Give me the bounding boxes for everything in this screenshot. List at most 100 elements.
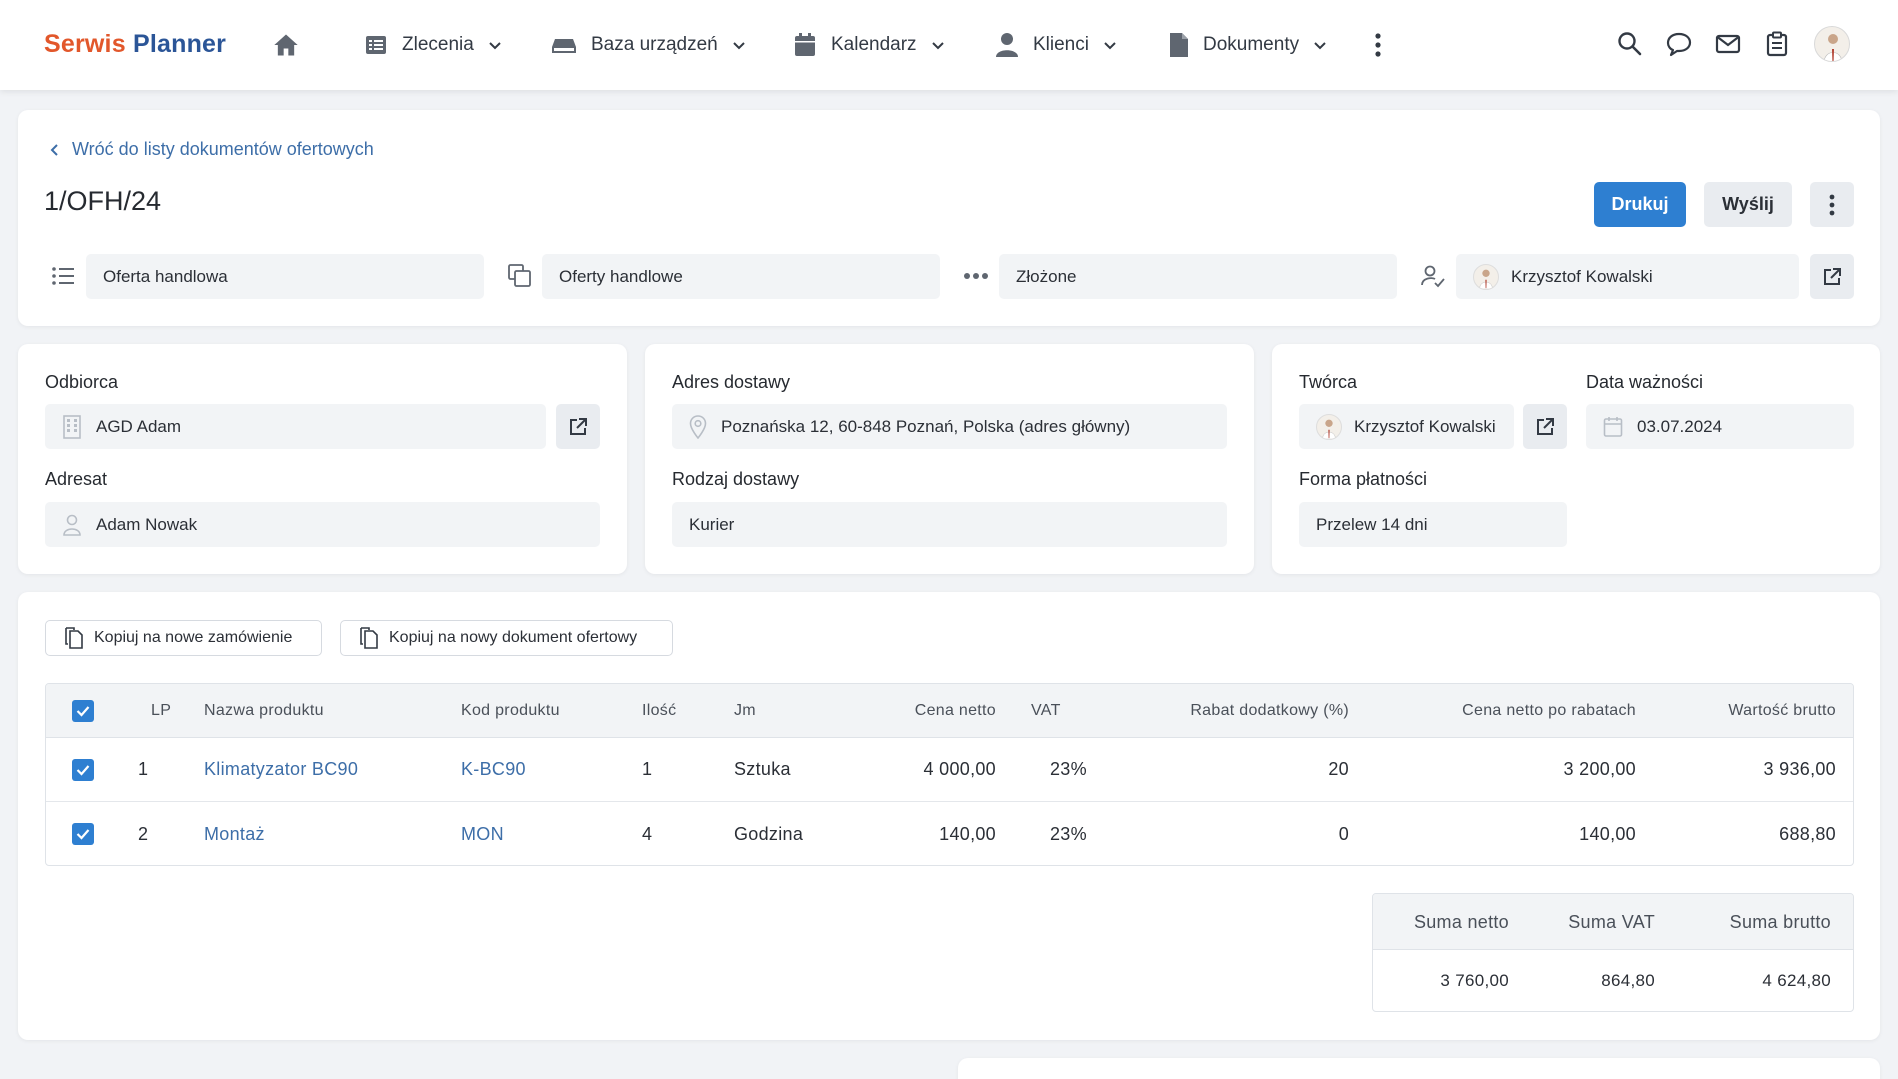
- header-qty: Ilość: [642, 701, 677, 719]
- total-gross-value: 4 624,80: [1762, 971, 1831, 990]
- totals-header: [1373, 894, 1853, 950]
- header-name: Nazwa produktu: [204, 701, 324, 719]
- nav-zlecenia[interactable]: Zlecenia: [364, 26, 502, 64]
- check-icon: [76, 705, 90, 717]
- row-net-price: 4 000,00: [923, 759, 996, 779]
- logo-part-serwis: Serwis: [44, 30, 126, 58]
- list-icon: [366, 36, 386, 54]
- row-gross-value: 688,80: [1779, 823, 1836, 844]
- header-vat: VAT: [1031, 701, 1061, 719]
- user-photo-icon: [1479, 269, 1493, 289]
- odbiorca-label: Odbiorca: [45, 372, 119, 392]
- document-type-value: Oferta handlowa: [103, 266, 228, 286]
- logo-part-planner: Planner: [132, 30, 227, 58]
- delivery-type-value: Kurier: [689, 514, 735, 534]
- header-lp: LP: [151, 701, 172, 719]
- creator-field[interactable]: Krzysztof Kowalski: [1299, 404, 1514, 449]
- row-vat: 23%: [1050, 759, 1087, 779]
- check-icon: [76, 764, 90, 776]
- back-link-label: Wróć do listy dokumentów ofertowych: [72, 139, 374, 159]
- location-pin-icon: [689, 414, 707, 439]
- send-button[interactable]: Wyślij: [1704, 182, 1792, 227]
- user-avatar[interactable]: [1814, 26, 1850, 62]
- clipboard-icon[interactable]: [1763, 30, 1791, 58]
- document-status-field[interactable]: Złożone: [999, 254, 1397, 299]
- nav-kalendarz[interactable]: Kalendarz: [793, 26, 945, 64]
- user-check-icon: [1421, 265, 1445, 288]
- nav-klienci[interactable]: Klienci: [995, 26, 1117, 64]
- payment-label: Forma płatności: [1299, 469, 1428, 489]
- nav-baza-urzadzen[interactable]: Baza urządzeń: [551, 26, 746, 64]
- bullet-list-icon: [52, 267, 74, 285]
- select-all-checkbox[interactable]: [72, 699, 94, 722]
- copy-to-offer-button[interactable]: Kopiuj na nowy dokument ofertowy: [340, 620, 673, 656]
- row-unit: Sztuka: [734, 759, 791, 779]
- delivery-type-field[interactable]: Kurier: [672, 502, 1227, 547]
- print-button[interactable]: Drukuj: [1594, 182, 1686, 227]
- chevron-down-icon: [1314, 42, 1326, 50]
- row-checkbox[interactable]: [72, 758, 94, 781]
- copy-icon: [360, 627, 378, 649]
- copy-to-offer-label: Kopiuj na nowy dokument ofertowy: [389, 629, 638, 646]
- row-checkbox[interactable]: [72, 823, 94, 845]
- odbiorca-field[interactable]: AGD Adam: [45, 404, 546, 449]
- total-vat-label: Suma VAT: [1568, 911, 1655, 932]
- row-net-after-discount: 3 200,00: [1563, 759, 1636, 779]
- search-icon[interactable]: [1616, 30, 1644, 58]
- total-net-value: 3 760,00: [1440, 971, 1509, 990]
- delivery-address-field[interactable]: Poznańska 12, 60-848 Poznań, Polska (adr…: [672, 404, 1227, 449]
- header-unit: Jm: [734, 701, 756, 719]
- more-vertical-icon[interactable]: [1366, 30, 1390, 60]
- chevron-left-icon: [50, 143, 58, 156]
- header-gross: Wartość brutto: [1728, 701, 1836, 719]
- delivery-type-label: Rodzaj dostawy: [672, 469, 800, 489]
- more-actions-button[interactable]: [1810, 182, 1854, 227]
- copy-to-order-label: Kopiuj na nowe zamówienie: [94, 629, 293, 646]
- expiry-date-field[interactable]: 03.07.2024: [1586, 404, 1854, 449]
- row-checkbox-cell: [72, 802, 94, 865]
- nav-dokumenty[interactable]: Dokumenty: [1169, 26, 1327, 64]
- document-type-field[interactable]: Oferta handlowa: [86, 254, 484, 299]
- row-product-name-link[interactable]: Montaż: [204, 823, 265, 844]
- totals-table: Suma netto Suma VAT Suma brutto 3 760,00…: [1372, 893, 1854, 1012]
- items-table: LP Nazwa produktu Kod produktu Ilość Jm …: [45, 683, 1854, 866]
- home-icon[interactable]: [272, 31, 300, 59]
- payment-field[interactable]: Przelew 14 dni: [1299, 502, 1567, 547]
- copy-to-order-button[interactable]: Kopiuj na nowe zamówienie: [45, 620, 322, 656]
- user-photo-icon: [1824, 34, 1842, 61]
- chevron-down-icon: [931, 42, 944, 50]
- copy-icon: [65, 627, 83, 649]
- table-row[interactable]: 1 Klimatyzator BC90 K-BC90 1 Sztuka 4 00…: [46, 738, 1853, 802]
- back-to-list-link[interactable]: Wróć do listy dokumentów ofertowych: [48, 139, 374, 160]
- calendar-outline-icon: [1603, 416, 1623, 437]
- open-odbiorca-button[interactable]: [556, 404, 600, 449]
- select-all-cell: [72, 684, 94, 737]
- top-navigation-bar: Serwis Planner Zlecenia Baza urządzeń Ka…: [0, 0, 1898, 90]
- odbiorca-value: AGD Adam: [96, 416, 182, 436]
- row-product-name-link[interactable]: Klimatyzator BC90: [204, 759, 359, 779]
- row-product-code-link[interactable]: MON: [461, 823, 504, 844]
- document-category-field[interactable]: Oferty handlowe: [542, 254, 940, 299]
- open-assignee-button[interactable]: [1810, 254, 1854, 299]
- row-product-code-link[interactable]: K-BC90: [461, 759, 526, 779]
- chevron-down-icon: [1104, 42, 1116, 50]
- table-row[interactable]: 2 Montaż MON 4 Godzina 140,00 23% 0 140,…: [46, 802, 1853, 865]
- nav-baza-label: Baza urządzeń: [591, 34, 718, 55]
- device-icon: [552, 39, 576, 53]
- nav-dokumenty-label: Dokumenty: [1203, 34, 1300, 55]
- nav-klienci-label: Klienci: [1033, 34, 1089, 55]
- header-net-after: Cena netto po rabatach: [1462, 701, 1636, 719]
- nav-kalendarz-label: Kalendarz: [831, 34, 917, 55]
- payment-value: Przelew 14 dni: [1316, 514, 1428, 534]
- person-icon: [996, 33, 1018, 57]
- assignee-field[interactable]: Krzysztof Kowalski: [1456, 254, 1799, 299]
- calendar-icon: [795, 33, 815, 56]
- chevron-down-icon: [489, 42, 501, 50]
- adresat-field[interactable]: Adam Nowak: [45, 502, 600, 547]
- open-creator-button[interactable]: [1523, 404, 1567, 449]
- chat-icon[interactable]: [1665, 30, 1693, 58]
- app-logo[interactable]: Serwis Planner: [44, 30, 226, 59]
- expiry-label: Data ważności: [1586, 372, 1704, 392]
- total-net-label: Suma netto: [1413, 911, 1509, 932]
- mail-icon[interactable]: [1714, 30, 1742, 58]
